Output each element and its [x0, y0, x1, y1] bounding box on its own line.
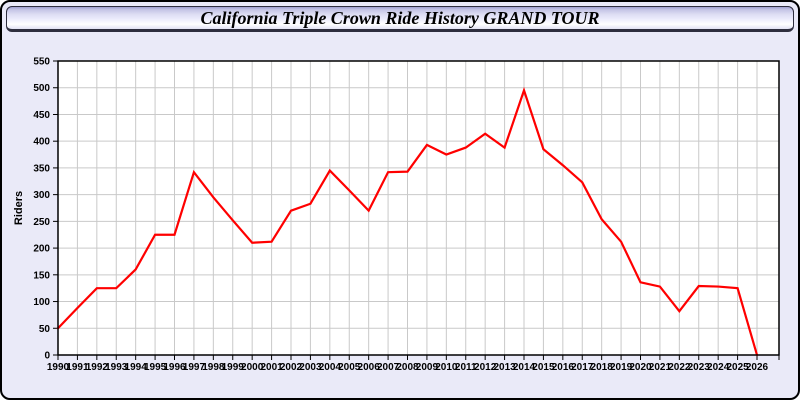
x-tick-label: 2003 [299, 362, 322, 373]
x-tick-label: 2023 [688, 362, 711, 373]
x-tick-label: 2017 [571, 362, 594, 373]
y-tick-label: 500 [33, 83, 50, 94]
x-tick-label: 2021 [649, 362, 672, 373]
y-tick-label: 100 [33, 297, 50, 308]
x-tick-label: 2002 [280, 362, 303, 373]
x-tick-label: 2000 [241, 362, 264, 373]
x-tick-label: 2006 [358, 362, 381, 373]
x-tick-label: 1998 [202, 362, 225, 373]
y-tick-label: 400 [33, 137, 50, 148]
x-tick-label: 1997 [183, 362, 206, 373]
x-tick-label: 2013 [493, 362, 516, 373]
y-tick-label: 550 [33, 57, 50, 68]
x-tick-label: 2018 [591, 362, 614, 373]
x-tick-label: 2022 [668, 362, 691, 373]
x-tick-label: 2016 [552, 362, 575, 373]
y-tick-label: 150 [33, 270, 50, 281]
y-axis-label: Riders [13, 191, 25, 225]
x-tick-label: 2007 [377, 362, 400, 373]
x-tick-label: 2010 [435, 362, 458, 373]
x-tick-label: 2015 [532, 362, 555, 373]
plot-border [57, 60, 780, 356]
y-tick-label: 50 [39, 324, 51, 335]
x-tick-label: 1999 [222, 362, 245, 373]
y-tick-label: 200 [33, 244, 50, 255]
x-tick-label: 2019 [610, 362, 633, 373]
x-tick-label: 1993 [105, 362, 128, 373]
x-tick-label: 2009 [416, 362, 439, 373]
x-tick-label: 2011 [455, 362, 477, 373]
x-tick-label: 1990 [47, 362, 70, 373]
x-tick-label: 2005 [338, 362, 361, 373]
page-title: California Triple Crown Ride History GRA… [6, 6, 794, 32]
plot-area [58, 61, 779, 355]
x-tick-label: 2026 [746, 362, 769, 373]
x-tick-label: 1995 [144, 362, 167, 373]
x-tick-label: 2020 [629, 362, 652, 373]
y-tick-label: 300 [33, 190, 50, 201]
x-tick-label: 2001 [260, 362, 283, 373]
x-tick-label: 2012 [474, 362, 497, 373]
x-tick-label: 1992 [86, 362, 109, 373]
y-tick-label: 250 [33, 217, 50, 228]
x-tick-label: 2024 [707, 362, 730, 373]
x-tick-label: 1991 [66, 362, 89, 373]
x-tick-label: 2008 [396, 362, 419, 373]
x-tick-label: 2025 [726, 362, 749, 373]
y-tick-label: 0 [44, 351, 50, 362]
ride-history-line [56, 86, 759, 357]
x-tick-label: 1996 [163, 362, 186, 373]
x-tick-label: 2014 [513, 362, 536, 373]
y-tick-label: 450 [33, 110, 50, 121]
x-tick-label: 1994 [125, 362, 148, 373]
y-tick-label: 350 [33, 163, 50, 174]
x-tick-label: 2004 [319, 362, 342, 373]
